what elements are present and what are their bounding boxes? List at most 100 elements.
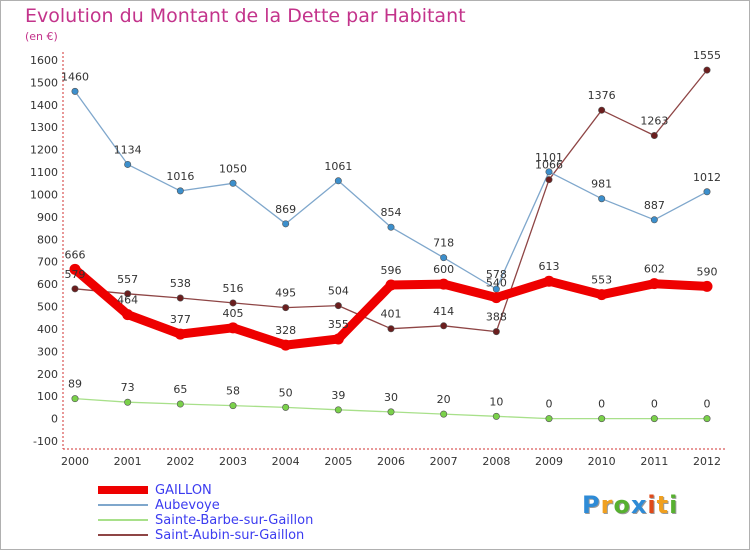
- data-point: [229, 299, 237, 307]
- data-label: 1061: [324, 160, 352, 173]
- data-point: [703, 66, 711, 74]
- data-label: 1555: [693, 49, 721, 62]
- data-label: 596: [381, 264, 402, 277]
- data-label: 355: [328, 318, 349, 331]
- data-point: [227, 322, 239, 334]
- data-label: 20: [437, 393, 451, 406]
- data-point: [71, 395, 79, 403]
- data-point: [492, 328, 500, 336]
- data-point: [650, 415, 658, 423]
- data-point: [387, 223, 395, 231]
- data-point: [229, 402, 237, 410]
- legend-label: Sainte-Barbe-sur-Gaillon: [155, 513, 314, 528]
- data-point: [124, 398, 132, 406]
- data-point: [332, 333, 344, 345]
- data-label: 73: [121, 381, 135, 394]
- legend-label: Saint-Aubin-sur-Gaillon: [155, 528, 305, 543]
- data-label: 1460: [61, 70, 89, 83]
- x-axis-ticks: 2000 2001 2002 2003 2004 2005 2006 2007 2008 2009…: [61, 455, 721, 468]
- logo-letter: r: [600, 491, 614, 519]
- legend-label: GAILLON: [155, 483, 212, 498]
- y-tick-label: 500: [37, 301, 58, 314]
- data-point: [492, 412, 500, 420]
- x-tick-label: 2008: [482, 455, 510, 468]
- legend-swatch: [98, 504, 148, 506]
- y-tick-label: 200: [37, 368, 58, 381]
- data-label: 495: [275, 287, 296, 300]
- data-label: 600: [433, 263, 454, 276]
- data-label: 58: [226, 385, 240, 398]
- x-tick-label: 2006: [377, 455, 405, 468]
- data-label: 30: [384, 391, 398, 404]
- data-label: 0: [546, 398, 553, 411]
- data-label: 0: [651, 398, 658, 411]
- data-point: [176, 400, 184, 408]
- x-tick-label: 2012: [693, 455, 721, 468]
- x-tick-label: 2000: [61, 455, 89, 468]
- logo-letter: x: [630, 491, 648, 519]
- data-label: 981: [591, 178, 612, 191]
- x-tick-label: 2001: [114, 455, 142, 468]
- y-tick-label: 700: [37, 256, 58, 269]
- data-point: [71, 285, 79, 293]
- data-point: [71, 87, 79, 95]
- data-point: [598, 195, 606, 203]
- y-tick-label: 1400: [30, 99, 58, 112]
- chart-axes: [62, 52, 727, 450]
- data-label: 613: [539, 260, 560, 273]
- data-label: 718: [433, 237, 454, 250]
- data-label: 1050: [219, 162, 247, 175]
- data-point: [648, 278, 660, 290]
- data-label: 377: [170, 313, 191, 326]
- data-point: [176, 187, 184, 195]
- data-label: 602: [644, 263, 665, 276]
- y-tick-label: 1000: [30, 188, 58, 201]
- data-point: [545, 168, 553, 176]
- data-label: 464: [117, 294, 138, 307]
- y-tick-label: 1200: [30, 144, 58, 157]
- data-point: [703, 415, 711, 423]
- data-point: [174, 328, 186, 340]
- data-label: 50: [279, 386, 293, 399]
- data-point: [280, 339, 292, 351]
- logo-letter: i: [647, 491, 657, 519]
- data-label: 405: [223, 307, 244, 320]
- data-label: 1263: [640, 115, 668, 128]
- data-label: 1012: [693, 171, 721, 184]
- data-point: [545, 176, 553, 184]
- data-label: 557: [117, 273, 138, 286]
- data-point: [387, 325, 395, 333]
- data-point: [124, 160, 132, 168]
- chart-subtitle: (en €): [25, 30, 58, 43]
- data-label: 401: [381, 308, 402, 321]
- data-point: [282, 304, 290, 312]
- data-point: [334, 406, 342, 414]
- data-point: [543, 275, 555, 287]
- data-point: [176, 294, 184, 302]
- series-points: [69, 66, 713, 423]
- legend-swatch: [98, 519, 148, 521]
- data-point: [385, 279, 397, 291]
- data-label: 0: [704, 398, 711, 411]
- chart-title: Evolution du Montant de la Dette par Hab…: [25, 5, 466, 27]
- x-tick-label: 2009: [535, 455, 563, 468]
- x-tick-label: 2010: [588, 455, 616, 468]
- data-label: 578: [486, 268, 507, 281]
- data-label: 328: [275, 324, 296, 337]
- data-label: 887: [644, 199, 665, 212]
- y-tick-label: -100: [33, 435, 58, 448]
- data-label: 0: [598, 398, 605, 411]
- data-label: 1101: [535, 151, 563, 164]
- logo-letter: P: [582, 491, 601, 519]
- proxiti-logo: Proxiti: [582, 491, 678, 519]
- data-labels: 666 464 377 405 328 355 596 600 540 613 553 602 590 1…: [61, 49, 721, 411]
- data-label: 854: [381, 206, 402, 219]
- legend-label: Aubevoye: [155, 498, 220, 513]
- data-point: [440, 254, 448, 262]
- y-axis-ticks: -100 0 100 200 300 400 500 600 700 800 900 1000 1100…: [30, 54, 58, 448]
- y-tick-label: 600: [37, 278, 58, 291]
- y-tick-label: 400: [37, 323, 58, 336]
- x-tick-label: 2002: [166, 455, 194, 468]
- data-label: 39: [331, 389, 345, 402]
